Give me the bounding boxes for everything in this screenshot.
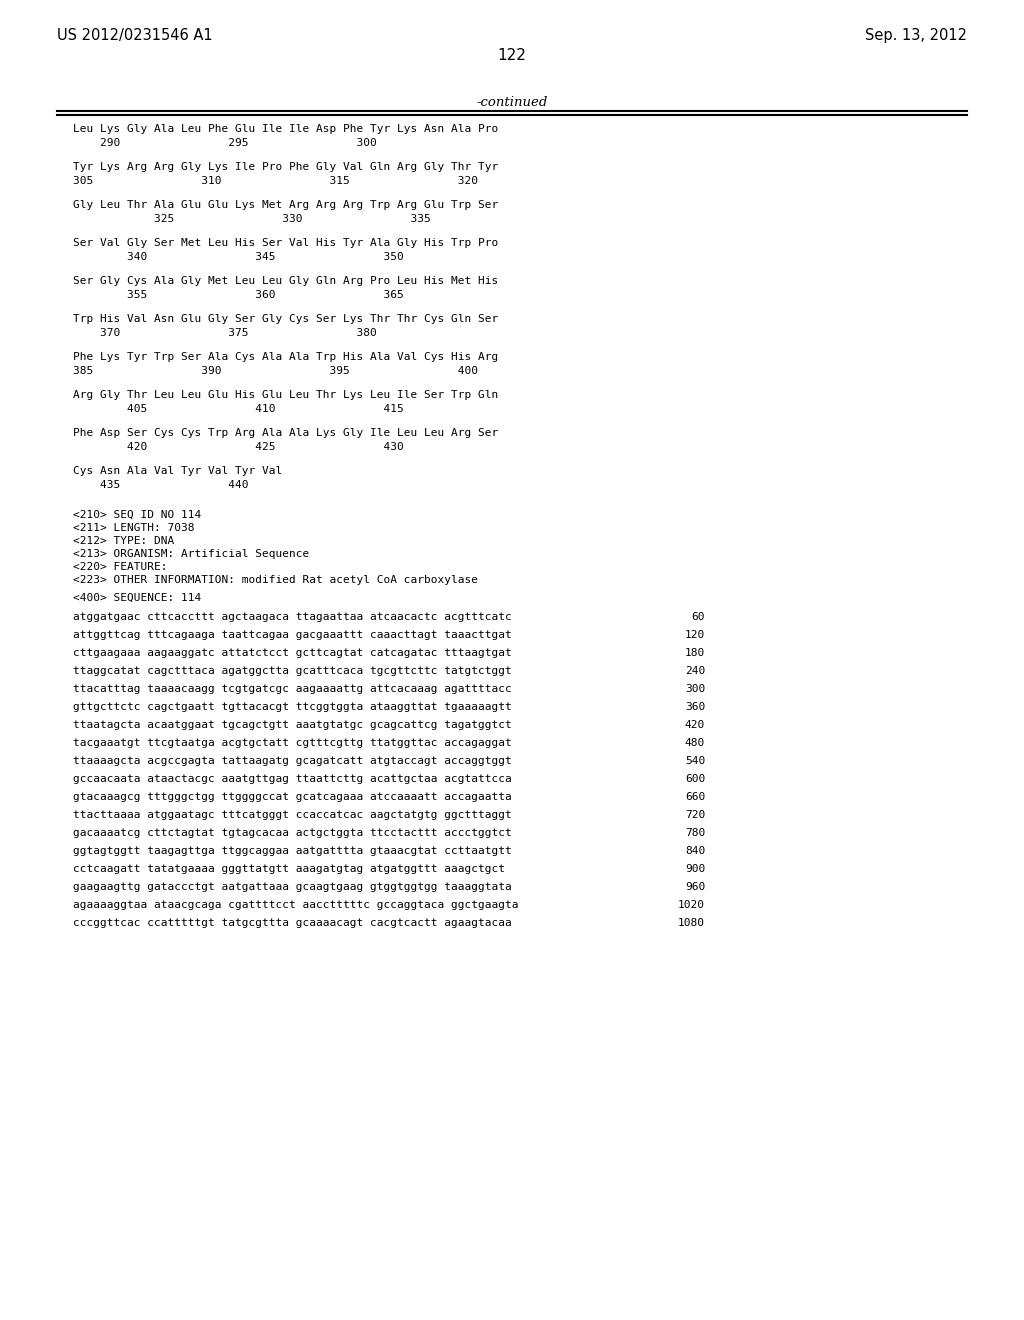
Text: 122: 122 [498, 48, 526, 63]
Text: atggatgaac cttcaccttt agctaagaca ttagaattaa atcaacactc acgtttcatc: atggatgaac cttcaccttt agctaagaca ttagaat… [73, 612, 512, 622]
Text: cccggttcac ccatttttgt tatgcgttta gcaaaacagt cacgtcactt agaagtacaa: cccggttcac ccatttttgt tatgcgttta gcaaaac… [73, 917, 512, 928]
Text: 355                360                365: 355 360 365 [73, 290, 403, 300]
Text: 900: 900 [685, 865, 705, 874]
Text: <212> TYPE: DNA: <212> TYPE: DNA [73, 536, 174, 546]
Text: cttgaagaaa aagaaggatc attatctcct gcttcagtat catcagatac tttaagtgat: cttgaagaaa aagaaggatc attatctcct gcttcag… [73, 648, 512, 657]
Text: 780: 780 [685, 828, 705, 838]
Text: <211> LENGTH: 7038: <211> LENGTH: 7038 [73, 523, 195, 533]
Text: cctcaagatt tatatgaaaa gggttatgtt aaagatgtag atgatggttt aaagctgct: cctcaagatt tatatgaaaa gggttatgtt aaagatg… [73, 865, 505, 874]
Text: 180: 180 [685, 648, 705, 657]
Text: 120: 120 [685, 630, 705, 640]
Text: <220> FEATURE:: <220> FEATURE: [73, 562, 168, 572]
Text: 435                440: 435 440 [73, 480, 249, 490]
Text: Tyr Lys Arg Arg Gly Lys Ile Pro Phe Gly Val Gln Arg Gly Thr Tyr: Tyr Lys Arg Arg Gly Lys Ile Pro Phe Gly … [73, 162, 499, 172]
Text: 420: 420 [685, 719, 705, 730]
Text: Cys Asn Ala Val Tyr Val Tyr Val: Cys Asn Ala Val Tyr Val Tyr Val [73, 466, 283, 477]
Text: <210> SEQ ID NO 114: <210> SEQ ID NO 114 [73, 510, 202, 520]
Text: 340                345                350: 340 345 350 [73, 252, 403, 261]
Text: 840: 840 [685, 846, 705, 855]
Text: 405                410                415: 405 410 415 [73, 404, 403, 414]
Text: 960: 960 [685, 882, 705, 892]
Text: ttaaaagcta acgccgagta tattaagatg gcagatcatt atgtaccagt accaggtggt: ttaaaagcta acgccgagta tattaagatg gcagatc… [73, 756, 512, 766]
Text: <400> SEQUENCE: 114: <400> SEQUENCE: 114 [73, 593, 202, 603]
Text: gtacaaagcg tttgggctgg ttggggccat gcatcagaaa atccaaaatt accagaatta: gtacaaagcg tttgggctgg ttggggccat gcatcag… [73, 792, 512, 803]
Text: Ser Gly Cys Ala Gly Met Leu Leu Gly Gln Arg Pro Leu His Met His: Ser Gly Cys Ala Gly Met Leu Leu Gly Gln … [73, 276, 499, 286]
Text: gaagaagttg gataccctgt aatgattaaa gcaagtgaag gtggtggtgg taaaggtata: gaagaagttg gataccctgt aatgattaaa gcaagtg… [73, 882, 512, 892]
Text: gttgcttctc cagctgaatt tgttacacgt ttcggtggta ataaggttat tgaaaaagtt: gttgcttctc cagctgaatt tgttacacgt ttcggtg… [73, 702, 512, 711]
Text: Phe Lys Tyr Trp Ser Ala Cys Ala Ala Trp His Ala Val Cys His Arg: Phe Lys Tyr Trp Ser Ala Cys Ala Ala Trp … [73, 352, 499, 362]
Text: agaaaaggtaa ataacgcaga cgattttcct aacctttttc gccaggtaca ggctgaagta: agaaaaggtaa ataacgcaga cgattttcct aacctt… [73, 900, 518, 909]
Text: 290                295                300: 290 295 300 [73, 139, 377, 148]
Text: ttacttaaaa atggaatagc tttcatgggt ccaccatcac aagctatgtg ggctttaggt: ttacttaaaa atggaatagc tttcatgggt ccaccat… [73, 810, 512, 820]
Text: Gly Leu Thr Ala Glu Glu Lys Met Arg Arg Arg Trp Arg Glu Trp Ser: Gly Leu Thr Ala Glu Glu Lys Met Arg Arg … [73, 201, 499, 210]
Text: 305                310                315                320: 305 310 315 320 [73, 176, 478, 186]
Text: Ser Val Gly Ser Met Leu His Ser Val His Tyr Ala Gly His Trp Pro: Ser Val Gly Ser Met Leu His Ser Val His … [73, 238, 499, 248]
Text: attggttcag tttcagaaga taattcagaa gacgaaattt caaacttagt taaacttgat: attggttcag tttcagaaga taattcagaa gacgaaa… [73, 630, 512, 640]
Text: US 2012/0231546 A1: US 2012/0231546 A1 [57, 28, 213, 44]
Text: 385                390                395                400: 385 390 395 400 [73, 366, 478, 376]
Text: 420                425                430: 420 425 430 [73, 442, 403, 451]
Text: -continued: -continued [476, 96, 548, 110]
Text: gacaaaatcg cttctagtat tgtagcacaa actgctggta ttcctacttt accctggtct: gacaaaatcg cttctagtat tgtagcacaa actgctg… [73, 828, 512, 838]
Text: ttaatagcta acaatggaat tgcagctgtt aaatgtatgc gcagcattcg tagatggtct: ttaatagcta acaatggaat tgcagctgtt aaatgta… [73, 719, 512, 730]
Text: 1080: 1080 [678, 917, 705, 928]
Text: 60: 60 [691, 612, 705, 622]
Text: 1020: 1020 [678, 900, 705, 909]
Text: 300: 300 [685, 684, 705, 694]
Text: ttacatttag taaaacaagg tcgtgatcgc aagaaaattg attcacaaag agattttacc: ttacatttag taaaacaagg tcgtgatcgc aagaaaa… [73, 684, 512, 694]
Text: 600: 600 [685, 774, 705, 784]
Text: Leu Lys Gly Ala Leu Phe Glu Ile Ile Asp Phe Tyr Lys Asn Ala Pro: Leu Lys Gly Ala Leu Phe Glu Ile Ile Asp … [73, 124, 499, 135]
Text: 480: 480 [685, 738, 705, 748]
Text: 240: 240 [685, 667, 705, 676]
Text: 325                330                335: 325 330 335 [73, 214, 431, 224]
Text: 360: 360 [685, 702, 705, 711]
Text: 720: 720 [685, 810, 705, 820]
Text: tacgaaatgt ttcgtaatga acgtgctatt cgtttcgttg ttatggttac accagaggat: tacgaaatgt ttcgtaatga acgtgctatt cgtttcg… [73, 738, 512, 748]
Text: ttaggcatat cagctttaca agatggctta gcatttcaca tgcgttcttc tatgtctggt: ttaggcatat cagctttaca agatggctta gcatttc… [73, 667, 512, 676]
Text: 540: 540 [685, 756, 705, 766]
Text: 660: 660 [685, 792, 705, 803]
Text: Phe Asp Ser Cys Cys Trp Arg Ala Ala Lys Gly Ile Leu Leu Arg Ser: Phe Asp Ser Cys Cys Trp Arg Ala Ala Lys … [73, 428, 499, 438]
Text: 370                375                380: 370 375 380 [73, 327, 377, 338]
Text: gccaacaata ataactacgc aaatgttgag ttaattcttg acattgctaa acgtattcca: gccaacaata ataactacgc aaatgttgag ttaattc… [73, 774, 512, 784]
Text: Trp His Val Asn Glu Gly Ser Gly Cys Ser Lys Thr Thr Cys Gln Ser: Trp His Val Asn Glu Gly Ser Gly Cys Ser … [73, 314, 499, 323]
Text: ggtagtggtt taagagttga ttggcaggaa aatgatttta gtaaacgtat ccttaatgtt: ggtagtggtt taagagttga ttggcaggaa aatgatt… [73, 846, 512, 855]
Text: Arg Gly Thr Leu Leu Glu His Glu Leu Thr Lys Leu Ile Ser Trp Gln: Arg Gly Thr Leu Leu Glu His Glu Leu Thr … [73, 389, 499, 400]
Text: Sep. 13, 2012: Sep. 13, 2012 [865, 28, 967, 44]
Text: <223> OTHER INFORMATION: modified Rat acetyl CoA carboxylase: <223> OTHER INFORMATION: modified Rat ac… [73, 576, 478, 585]
Text: <213> ORGANISM: Artificial Sequence: <213> ORGANISM: Artificial Sequence [73, 549, 309, 558]
